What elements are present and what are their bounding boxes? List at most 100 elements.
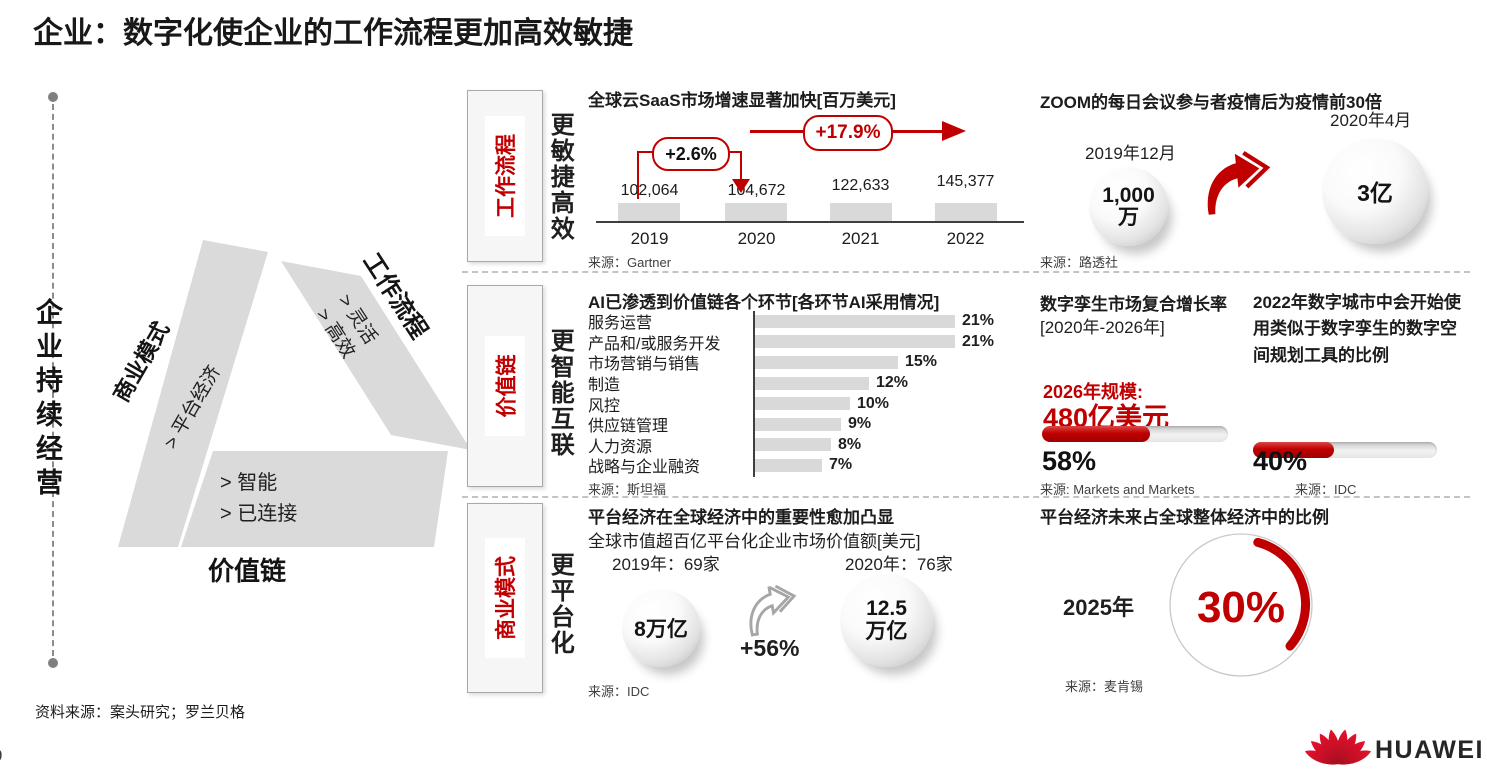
saas-value-2020: 104,672 bbox=[727, 182, 786, 199]
growth1-bracket-left bbox=[637, 151, 639, 199]
tag-business-model: 商业模式 bbox=[467, 503, 543, 693]
ai-bar bbox=[755, 335, 955, 349]
ai-row: 风控 10% bbox=[588, 393, 1018, 415]
separator-row2-row3 bbox=[462, 496, 1470, 498]
triangle-point-connected: > 已连接 bbox=[220, 503, 298, 525]
twin-progress-track bbox=[1042, 426, 1228, 442]
ai-row: 供应链管理 9% bbox=[588, 414, 1018, 435]
ai-chart: 服务运营 21% 产品和/或服务开发 21% 市场营销与销售 15% 制造 12… bbox=[588, 311, 1018, 477]
twin-title-line2: [2020年-2026年] bbox=[1040, 318, 1165, 337]
growth1-arrowhead-icon bbox=[732, 179, 750, 193]
zoom-before-sphere: 1,000 万 bbox=[1089, 167, 1168, 246]
timeline-dashed-line bbox=[52, 104, 54, 656]
ai-label: 人力资源 bbox=[588, 438, 653, 456]
theme-row3: 更平台化 bbox=[546, 552, 574, 656]
city-progress-fill bbox=[1253, 442, 1334, 458]
saas-axis-line bbox=[596, 221, 1024, 223]
share-donut bbox=[1169, 533, 1313, 677]
ai-label: 供应链管理 bbox=[588, 418, 669, 436]
platform-title-line2: 全球市值超百亿平台化企业市场价值额[美元] bbox=[588, 532, 921, 551]
saas-year-2021: 2021 bbox=[841, 229, 880, 248]
share-percent: 30% bbox=[1196, 583, 1286, 632]
platform-before-label: 2019年：69家 bbox=[612, 555, 720, 574]
tag-workflow-label: 工作流程 bbox=[495, 134, 518, 218]
growth1-badge: +2.6% bbox=[652, 137, 730, 171]
ai-bar bbox=[755, 397, 850, 411]
twin-progress-fill bbox=[1042, 426, 1150, 442]
saas-value-2022: 145,377 bbox=[936, 173, 995, 190]
growth2-arrowhead-icon bbox=[942, 121, 966, 141]
ai-label: 风控 bbox=[588, 397, 621, 415]
share-year: 2025年 bbox=[1063, 595, 1134, 620]
ai-bar bbox=[755, 458, 822, 472]
separator-row1-row2 bbox=[462, 271, 1470, 273]
ai-value: 8% bbox=[838, 435, 862, 453]
zoom-title: ZOOM的每日会议参与者疫情后为疫情前30倍 bbox=[1040, 93, 1382, 112]
saas-value-2019: 102,064 bbox=[620, 182, 679, 199]
city-title: 2022年数字城市中会开始使用类似于数字孪生的数字空间规划工具的比例 bbox=[1253, 293, 1461, 365]
ai-label: 服务运营 bbox=[588, 315, 653, 333]
saas-bar-2020 bbox=[725, 203, 787, 221]
growth-arrow-icon bbox=[1207, 151, 1271, 215]
saas-bar-2022 bbox=[935, 203, 997, 221]
huawei-wordmark: HUAWEI bbox=[1375, 736, 1484, 764]
ai-bar bbox=[755, 376, 869, 390]
ai-value: 9% bbox=[848, 415, 872, 433]
zoom-after-sphere: 3亿 bbox=[1322, 138, 1428, 244]
ai-row: 产品和/或服务开发 21% bbox=[588, 332, 1018, 353]
city-progress-track bbox=[1253, 442, 1437, 458]
growth1-bracket-top-left bbox=[637, 151, 655, 153]
triangle-band-value-chain bbox=[181, 451, 448, 547]
zoom-after-label: 2020年4月 bbox=[1330, 111, 1412, 130]
zoom-source: 来源：路透社 bbox=[1040, 255, 1119, 270]
ai-row: 人力资源 8% bbox=[588, 435, 1018, 456]
ai-value: 21% bbox=[962, 332, 995, 350]
ai-row: 市场营销与销售 15% bbox=[588, 352, 1018, 373]
ai-label: 产品和/或服务开发 bbox=[588, 335, 721, 353]
triangle-label-value-chain: 价值链 bbox=[208, 556, 287, 586]
page-title: 企业：数字化使企业的工作流程更加高效敏捷 bbox=[33, 17, 633, 50]
platform-after-sphere: 12.5 万亿 bbox=[840, 574, 933, 667]
ai-bar bbox=[755, 438, 831, 452]
triangle-diagram: 商业模式 > 平台经济 工作流程 > 灵活 > 高效 > 智能 > 已连接 价值… bbox=[108, 225, 488, 595]
ai-value: 21% bbox=[962, 312, 995, 330]
ai-source: 来源：斯坦福 bbox=[588, 482, 667, 497]
twin-title-line1: 数字孪生市场复合增长率 bbox=[1040, 295, 1227, 314]
twin-scale-label: 2026年规模: bbox=[1043, 382, 1144, 402]
growth1-bracket-right bbox=[740, 151, 742, 179]
ai-bar bbox=[755, 417, 841, 431]
ai-bar bbox=[755, 355, 898, 369]
ai-value: 10% bbox=[857, 394, 890, 412]
saas-value-2021: 122,633 bbox=[831, 177, 890, 194]
huawei-logo: HUAWEI bbox=[1304, 722, 1485, 772]
platform-before-sphere: 8万亿 bbox=[622, 589, 700, 667]
enterprise-axis-label: 企业持续经营 bbox=[32, 298, 62, 502]
tag-business-model-label: 商业模式 bbox=[495, 556, 518, 640]
growth1-bracket-top-right bbox=[724, 151, 742, 153]
city-percent: 40% bbox=[1253, 446, 1308, 476]
ai-row: 战略与企业融资 7% bbox=[588, 455, 1018, 476]
tag-value-chain: 价值链 bbox=[467, 285, 543, 487]
ai-value: 12% bbox=[876, 374, 909, 392]
zoom-before-label: 2019年12月 bbox=[1085, 144, 1176, 163]
saas-chart-title: 全球云SaaS市场增速显著加快[百万美元] bbox=[588, 91, 896, 110]
triangle-band-workflow bbox=[281, 261, 471, 450]
ai-row: 服务运营 21% bbox=[588, 311, 1018, 332]
huawei-flower-icon bbox=[1304, 729, 1372, 765]
ai-bar bbox=[755, 314, 955, 328]
city-source: 来源：IDC bbox=[1295, 482, 1357, 497]
timeline-dot-top bbox=[48, 92, 58, 102]
platform-source: 来源：IDC bbox=[588, 684, 650, 699]
saas-year-2020: 2020 bbox=[737, 229, 776, 248]
saas-bar-2019 bbox=[618, 203, 680, 221]
twin-percent: 58% bbox=[1042, 446, 1097, 476]
ai-chart-title: AI已渗透到价值链各个环节[各环节AI采用情况] bbox=[588, 293, 940, 312]
twin-source: 来源: Markets and Markets bbox=[1040, 482, 1195, 497]
share-title: 平台经济未来占全球整体经济中的比例 bbox=[1040, 508, 1329, 527]
platform-after-label: 2020年：76家 bbox=[845, 555, 953, 574]
share-source: 来源：麦肯锡 bbox=[1065, 679, 1144, 694]
tag-workflow: 工作流程 bbox=[467, 90, 543, 262]
ai-row: 制造 12% bbox=[588, 373, 1018, 394]
page-number: 9 bbox=[0, 746, 2, 766]
